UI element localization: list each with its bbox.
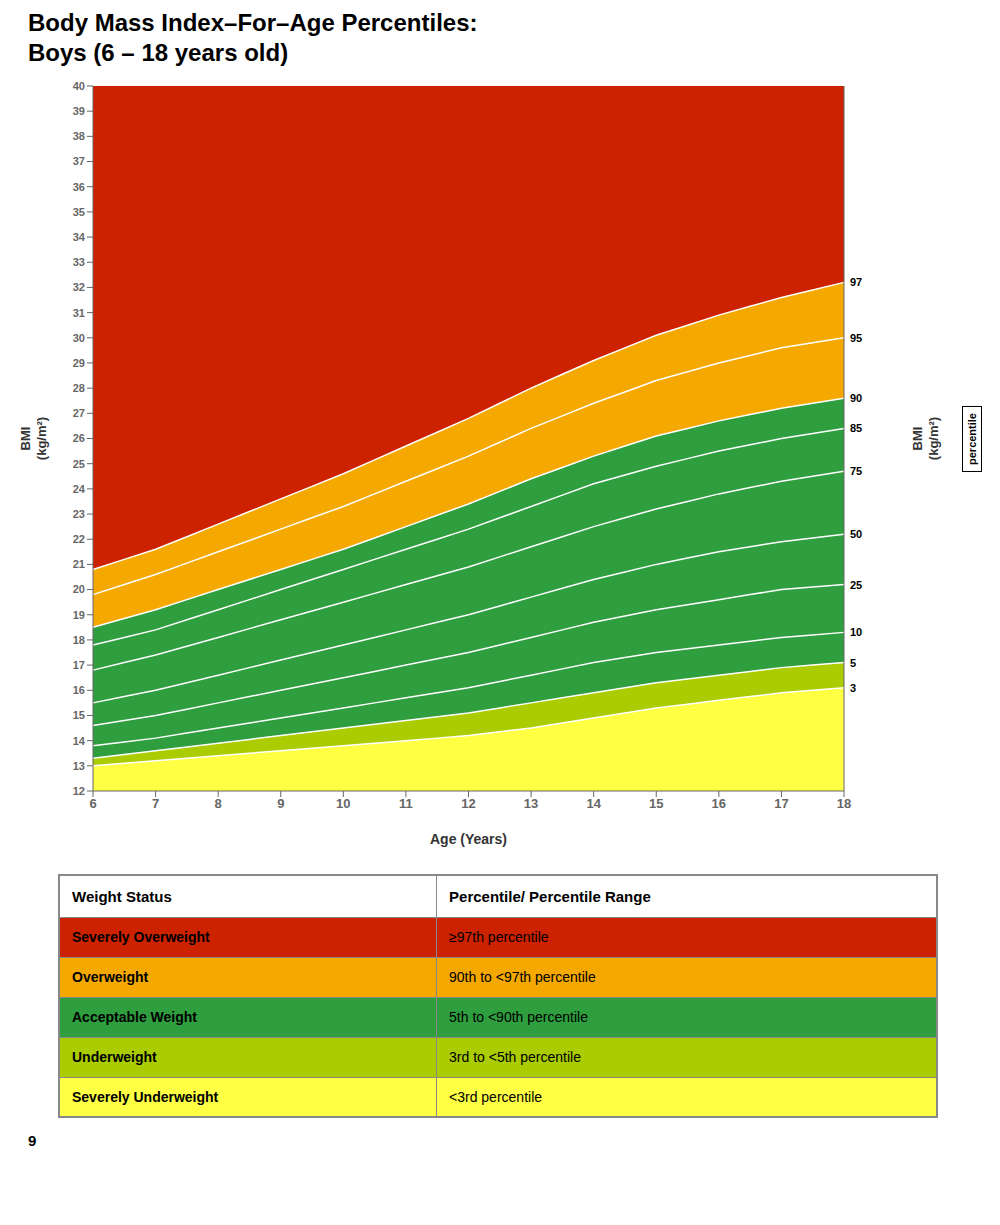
svg-text:12: 12 bbox=[73, 785, 85, 797]
svg-text:15: 15 bbox=[649, 796, 663, 811]
svg-text:BMI(kg/m²): BMI(kg/m²) bbox=[18, 417, 49, 460]
svg-text:10: 10 bbox=[336, 796, 350, 811]
svg-text:38: 38 bbox=[73, 130, 85, 142]
svg-text:9: 9 bbox=[277, 796, 284, 811]
svg-text:10: 10 bbox=[850, 626, 862, 638]
svg-text:13: 13 bbox=[73, 760, 85, 772]
svg-text:40: 40 bbox=[73, 80, 85, 92]
svg-text:27: 27 bbox=[73, 407, 85, 419]
svg-text:35: 35 bbox=[73, 206, 85, 218]
html-text:Severely Underweight: Severely Underweight bbox=[72, 1088, 219, 1105]
svg-text:34: 34 bbox=[73, 231, 86, 243]
svg-text:18: 18 bbox=[837, 796, 851, 811]
svg-text:BMI(kg/m²): BMI(kg/m²) bbox=[910, 417, 941, 460]
svg-text:97: 97 bbox=[850, 276, 862, 288]
svg-text:21: 21 bbox=[73, 558, 85, 570]
html-text:<3rd percentile: <3rd percentile bbox=[449, 1088, 542, 1105]
html-text:5th to <90th percentile: 5th to <90th percentile bbox=[449, 1009, 588, 1025]
html-text:Percentile/ Percentile Range: Percentile/ Percentile Range bbox=[449, 887, 651, 905]
svg-text:50: 50 bbox=[850, 528, 862, 540]
svg-text:14: 14 bbox=[586, 796, 601, 811]
svg-text:7: 7 bbox=[152, 796, 159, 811]
svg-text:3: 3 bbox=[850, 682, 856, 694]
html-text:percentile: percentile bbox=[966, 412, 978, 465]
html-text:9: 9 bbox=[28, 1132, 37, 1149]
svg-text:31: 31 bbox=[73, 307, 85, 319]
svg-text:20: 20 bbox=[73, 583, 85, 595]
svg-text:19: 19 bbox=[73, 609, 85, 621]
svg-text:18: 18 bbox=[73, 634, 85, 646]
svg-text:13: 13 bbox=[524, 796, 538, 811]
html-text:Body Mass Index–For–Age Percen: Body Mass Index–For–Age Percentiles: bbox=[28, 9, 478, 36]
svg-text:15: 15 bbox=[73, 709, 85, 721]
svg-text:25: 25 bbox=[850, 579, 862, 591]
svg-text:25: 25 bbox=[73, 458, 85, 470]
html-text:Weight Status: Weight Status bbox=[72, 887, 172, 905]
html-text:90th to <97th percentile: 90th to <97th percentile bbox=[449, 969, 596, 985]
svg-text:Age (Years): Age (Years) bbox=[430, 831, 507, 847]
svg-text:6: 6 bbox=[89, 796, 96, 811]
svg-text:16: 16 bbox=[712, 796, 726, 811]
svg-text:14: 14 bbox=[73, 735, 86, 747]
svg-text:90: 90 bbox=[850, 392, 862, 404]
svg-text:11: 11 bbox=[399, 796, 413, 811]
svg-text:16: 16 bbox=[73, 684, 85, 696]
html-text:Acceptable Weight: Acceptable Weight bbox=[72, 1009, 197, 1025]
svg-text:32: 32 bbox=[73, 281, 85, 293]
svg-text:5: 5 bbox=[850, 657, 856, 669]
svg-text:37: 37 bbox=[73, 155, 85, 167]
svg-text:36: 36 bbox=[73, 181, 85, 193]
svg-text:24: 24 bbox=[73, 483, 86, 495]
svg-text:30: 30 bbox=[73, 332, 85, 344]
svg-text:28: 28 bbox=[73, 382, 85, 394]
html-text:Overweight: Overweight bbox=[72, 969, 149, 985]
html-text:Underweight: Underweight bbox=[72, 1049, 157, 1065]
html-text:Boys (6 – 18 years old): Boys (6 – 18 years old) bbox=[28, 39, 289, 66]
svg-text:39: 39 bbox=[73, 105, 85, 117]
svg-text:17: 17 bbox=[774, 796, 788, 811]
svg-text:22: 22 bbox=[73, 533, 85, 545]
svg-text:26: 26 bbox=[73, 432, 85, 444]
html-text:≥97th percentile: ≥97th percentile bbox=[449, 929, 549, 945]
html-text:3rd to <5th percentile: 3rd to <5th percentile bbox=[449, 1049, 581, 1065]
html-text:Severely Overweight: Severely Overweight bbox=[72, 929, 210, 945]
svg-text:8: 8 bbox=[215, 796, 222, 811]
svg-text:23: 23 bbox=[73, 508, 85, 520]
svg-text:12: 12 bbox=[461, 796, 475, 811]
svg-text:95: 95 bbox=[850, 332, 862, 344]
svg-text:33: 33 bbox=[73, 256, 85, 268]
svg-text:29: 29 bbox=[73, 357, 85, 369]
svg-text:17: 17 bbox=[73, 659, 85, 671]
svg-text:85: 85 bbox=[850, 422, 862, 434]
svg-text:75: 75 bbox=[850, 465, 862, 477]
